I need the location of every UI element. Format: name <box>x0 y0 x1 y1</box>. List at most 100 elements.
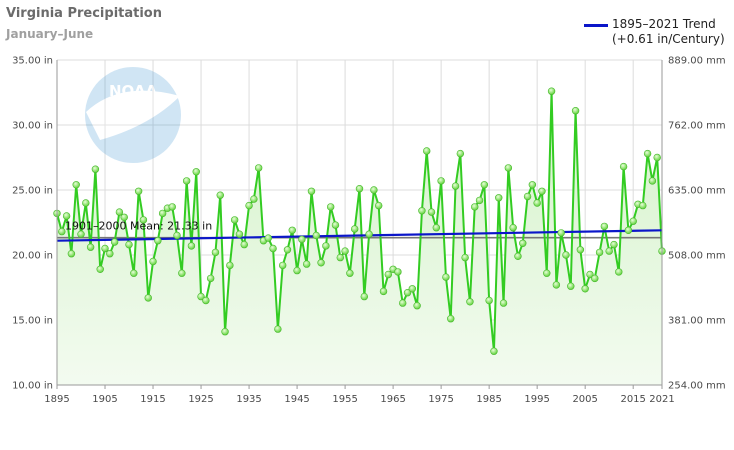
data-point <box>134 187 143 196</box>
data-point <box>130 269 138 277</box>
legend: 1895–2021 Trend (+0.61 in/Century) <box>584 17 725 47</box>
noaa-logo: NOAA <box>85 67 181 163</box>
data-point <box>639 201 647 210</box>
data-points <box>53 87 666 355</box>
data-point <box>557 229 565 237</box>
data-point <box>384 270 393 279</box>
data-point <box>365 230 373 238</box>
data-point <box>125 240 133 249</box>
data-point <box>379 287 388 296</box>
data-point <box>571 106 580 115</box>
data-point <box>519 239 527 248</box>
x-axis: 1895 1905 1915 1925 1935 1945 1955 1965 1975 1985… <box>44 385 675 405</box>
data-point <box>480 181 489 189</box>
data-point <box>317 259 325 267</box>
chart-subtitle: January–June <box>6 27 94 41</box>
data-point <box>226 261 234 270</box>
data-point <box>619 162 628 171</box>
y2-tick-label: 635.00 mm <box>668 186 726 197</box>
data-point <box>264 234 272 242</box>
data-point <box>567 282 575 290</box>
data-point <box>197 292 205 301</box>
data-point <box>298 235 306 244</box>
data-point <box>552 281 561 289</box>
data-point <box>629 217 637 225</box>
y-axis-left: 10.00 in 15.00 in 20.00 in 25.00 in 30.00 in… <box>12 56 53 392</box>
data-point <box>144 294 152 302</box>
data-point <box>173 231 181 240</box>
data-point <box>423 147 431 155</box>
data-point <box>466 298 474 306</box>
data-point <box>202 296 210 305</box>
y2-tick-label: 762.00 mm <box>668 121 726 132</box>
data-point <box>528 181 537 189</box>
data-point <box>375 201 383 210</box>
axes <box>56 60 663 386</box>
data-point <box>581 285 589 293</box>
x-tick-label: 1905 <box>92 394 117 405</box>
data-point <box>648 177 657 185</box>
data-point <box>77 230 85 238</box>
data-point <box>504 164 513 172</box>
data-point <box>187 242 196 250</box>
data-point <box>250 195 258 203</box>
data-point <box>240 240 248 249</box>
data-point <box>154 237 162 245</box>
data-point <box>499 299 508 307</box>
data-point <box>523 192 532 201</box>
data-point <box>442 273 450 281</box>
data-point <box>67 250 76 258</box>
data-point <box>115 208 124 216</box>
data-point <box>403 289 412 297</box>
data-point <box>456 149 465 158</box>
x-tick-label: 1945 <box>284 394 309 405</box>
data-point <box>235 230 244 238</box>
data-point <box>312 231 320 240</box>
data-point <box>91 165 100 173</box>
data-point <box>355 185 364 193</box>
y2-tick-label: 381.00 mm <box>668 316 726 327</box>
data-point <box>538 187 546 196</box>
noaa-logo-bird <box>86 90 180 140</box>
data-point <box>615 268 623 276</box>
data-point <box>331 221 340 229</box>
x-tick-label: 2015 <box>620 394 645 405</box>
data-point <box>509 224 517 232</box>
y-tick-label: 20.00 in <box>12 251 53 262</box>
data-point <box>82 199 90 207</box>
data-point <box>101 244 109 253</box>
data-point <box>307 187 316 196</box>
data-point <box>211 248 220 257</box>
data-point <box>110 238 119 246</box>
data-point <box>543 269 551 277</box>
data-point <box>346 269 354 277</box>
legend-line2: (+0.61 in/Century) <box>612 32 725 46</box>
y2-tick-label: 889.00 mm <box>668 56 726 67</box>
chart-title: Virginia Precipitation <box>6 6 162 21</box>
y-tick-label: 35.00 in <box>12 56 53 67</box>
y-tick-label: 30.00 in <box>12 121 53 132</box>
y2-tick-label: 508.00 mm <box>668 251 726 262</box>
data-point <box>216 191 224 199</box>
data-point <box>485 296 493 305</box>
x-tick-label: 2005 <box>572 394 597 405</box>
data-point <box>653 153 661 162</box>
data-point <box>586 270 594 279</box>
x-tick-label: 1995 <box>524 394 549 405</box>
noaa-logo-circle <box>85 67 181 163</box>
x-tick-label: 1915 <box>140 394 165 405</box>
data-point <box>288 226 296 235</box>
data-point <box>149 257 157 266</box>
data-point <box>254 164 263 172</box>
legend-line1: 1895–2021 Trend <box>612 17 716 31</box>
data-point <box>562 251 570 259</box>
data-point <box>413 302 421 310</box>
data-point <box>418 207 426 215</box>
x-tick-label: 1975 <box>428 394 453 405</box>
data-point <box>624 226 633 235</box>
data-point <box>120 213 128 222</box>
data-point <box>437 177 445 185</box>
x-tick-label: 1965 <box>380 394 405 405</box>
data-point <box>182 177 191 185</box>
data-point <box>106 250 114 258</box>
